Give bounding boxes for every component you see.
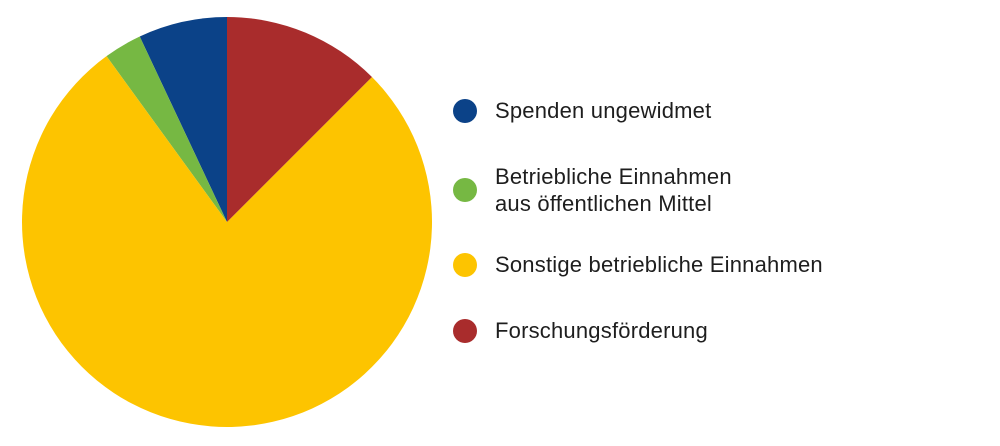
legend-item-spenden-ungewidmet: Spenden ungewidmet: [453, 97, 711, 124]
legend-item-betriebliche-einnahmen: Betriebliche Einnahmen aus öffentlichen …: [453, 163, 732, 217]
legend-dot-red-icon: [453, 318, 477, 343]
legend-item-sonstige-betriebliche-einnahmen: Sonstige betriebliche Einnahmen: [453, 251, 823, 278]
legend-label-line: Betriebliche Einnahmen: [495, 164, 732, 189]
legend-label-line: aus öffentlichen Mittel: [495, 191, 712, 216]
legend-label-line: Sonstige betriebliche Einnahmen: [495, 252, 823, 277]
pie-chart: [22, 17, 432, 427]
pie-slice-spenden-ungewidmet: [139, 17, 227, 222]
legend-dot-blue-icon: [453, 98, 477, 123]
legend-label: Spenden ungewidmet: [495, 97, 711, 124]
legend-label-line: Forschungsförderung: [495, 318, 708, 343]
legend-item-forschungsfoerderung: Forschungsförderung: [453, 317, 708, 344]
pie-slice-sonstige-betriebliche-einnahmen: [22, 56, 432, 427]
pie-slice-forschungsfoerderung: [227, 17, 372, 222]
pie-slice-betriebliche-einnahmen-aus-oeffentlichen-mittel: [106, 36, 227, 222]
legend: Spenden ungewidmet Betriebliche Einnahme…: [453, 0, 993, 446]
legend-label: Forschungsförderung: [495, 317, 708, 344]
legend-label: Sonstige betriebliche Einnahmen: [495, 251, 823, 278]
legend-label: Betriebliche Einnahmen aus öffentlichen …: [495, 163, 732, 217]
legend-dot-green-icon: [453, 178, 477, 202]
legend-dot-yellow-icon: [453, 252, 477, 277]
legend-label-line: Spenden ungewidmet: [495, 98, 712, 123]
